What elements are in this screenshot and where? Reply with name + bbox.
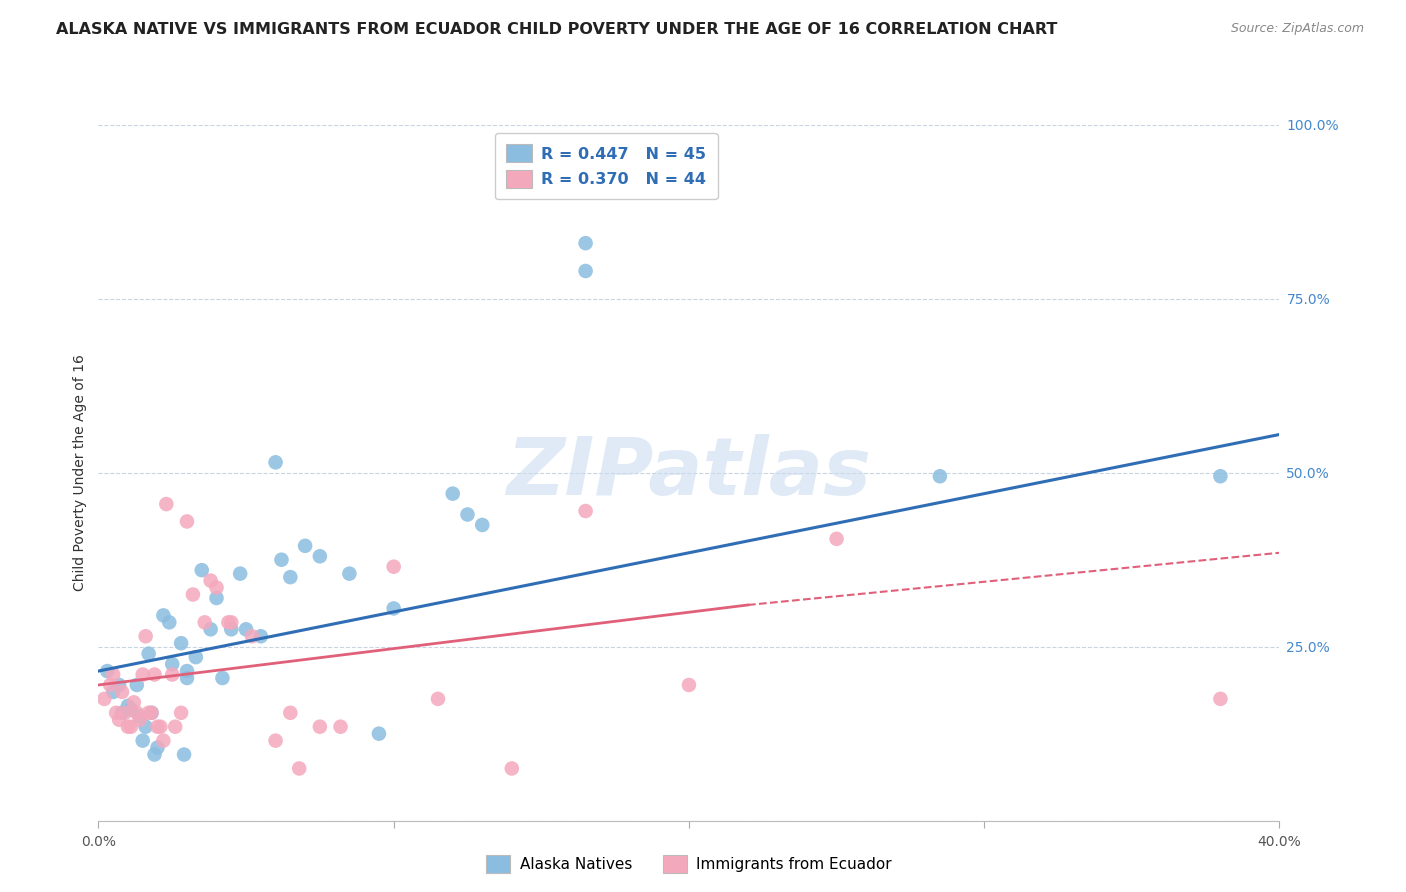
Point [574, 504, 596, 518]
Point [149, 720, 172, 734]
Point [264, 455, 287, 469]
Point [98, 678, 121, 692]
Point [135, 720, 157, 734]
Point [928, 469, 950, 483]
Point [141, 706, 163, 720]
Point [211, 671, 233, 685]
Y-axis label: Child Poverty Under the Age of 16: Child Poverty Under the Age of 16 [73, 354, 87, 591]
Point [270, 552, 292, 567]
Point [184, 650, 207, 665]
Point [278, 706, 302, 720]
Point [441, 486, 464, 500]
Point [108, 678, 131, 692]
Point [162, 667, 183, 681]
Point [157, 615, 180, 630]
Point [103, 667, 125, 681]
Point [117, 698, 139, 713]
Point [194, 615, 217, 630]
Point [219, 623, 242, 637]
Point [825, 532, 848, 546]
Point [170, 636, 193, 650]
Point [103, 685, 125, 699]
Point [219, 615, 242, 630]
Point [138, 706, 160, 720]
Point [146, 740, 169, 755]
Point [141, 706, 163, 720]
Point [117, 720, 139, 734]
Point [165, 720, 187, 734]
Point [294, 539, 316, 553]
Point [240, 629, 263, 643]
Point [501, 761, 523, 775]
Point [122, 695, 145, 709]
Point [125, 678, 148, 692]
Point [132, 667, 155, 681]
Point [205, 581, 228, 595]
Point [678, 678, 700, 692]
Text: ZIPatlas: ZIPatlas [506, 434, 872, 512]
Point [471, 517, 494, 532]
Point [135, 629, 157, 643]
Point [111, 706, 134, 720]
Point [288, 761, 311, 775]
Point [191, 563, 214, 577]
Point [1209, 469, 1232, 483]
Point [200, 623, 222, 637]
Point [155, 497, 177, 511]
Text: Source: ZipAtlas.com: Source: ZipAtlas.com [1230, 22, 1364, 36]
Point [108, 713, 131, 727]
Point [132, 733, 155, 747]
Point [329, 720, 352, 734]
Point [229, 566, 252, 581]
Point [382, 559, 405, 574]
Point [574, 264, 596, 278]
Point [217, 615, 239, 630]
Point [120, 702, 142, 716]
Legend: Alaska Natives, Immigrants from Ecuador: Alaska Natives, Immigrants from Ecuador [479, 849, 898, 880]
Point [181, 587, 204, 601]
Point [143, 747, 166, 762]
Point [146, 720, 169, 734]
Point [162, 657, 183, 671]
Point [574, 236, 596, 251]
Point [235, 623, 257, 637]
Point [152, 733, 174, 747]
Point [176, 664, 198, 678]
Point [128, 709, 150, 723]
Point [1209, 692, 1232, 706]
Point [176, 671, 198, 685]
Point [382, 601, 405, 615]
Point [125, 706, 148, 720]
Point [278, 570, 302, 584]
Point [170, 706, 193, 720]
Point [114, 706, 136, 720]
Point [176, 515, 198, 529]
Point [120, 720, 142, 734]
Point [339, 566, 360, 581]
Point [427, 692, 450, 706]
Point [111, 685, 134, 699]
Point [368, 726, 391, 740]
Point [105, 706, 128, 720]
Text: ALASKA NATIVE VS IMMIGRANTS FROM ECUADOR CHILD POVERTY UNDER THE AGE OF 16 CORRE: ALASKA NATIVE VS IMMIGRANTS FROM ECUADOR… [56, 22, 1057, 37]
Point [309, 720, 332, 734]
Point [128, 713, 150, 727]
Point [264, 733, 287, 747]
Point [173, 747, 195, 762]
Point [250, 629, 273, 643]
Point [205, 591, 228, 605]
Point [96, 664, 118, 678]
Point [138, 647, 160, 661]
Point [456, 508, 478, 522]
Point [143, 667, 166, 681]
Point [152, 608, 174, 623]
Point [93, 692, 115, 706]
Point [309, 549, 332, 564]
Point [200, 574, 222, 588]
